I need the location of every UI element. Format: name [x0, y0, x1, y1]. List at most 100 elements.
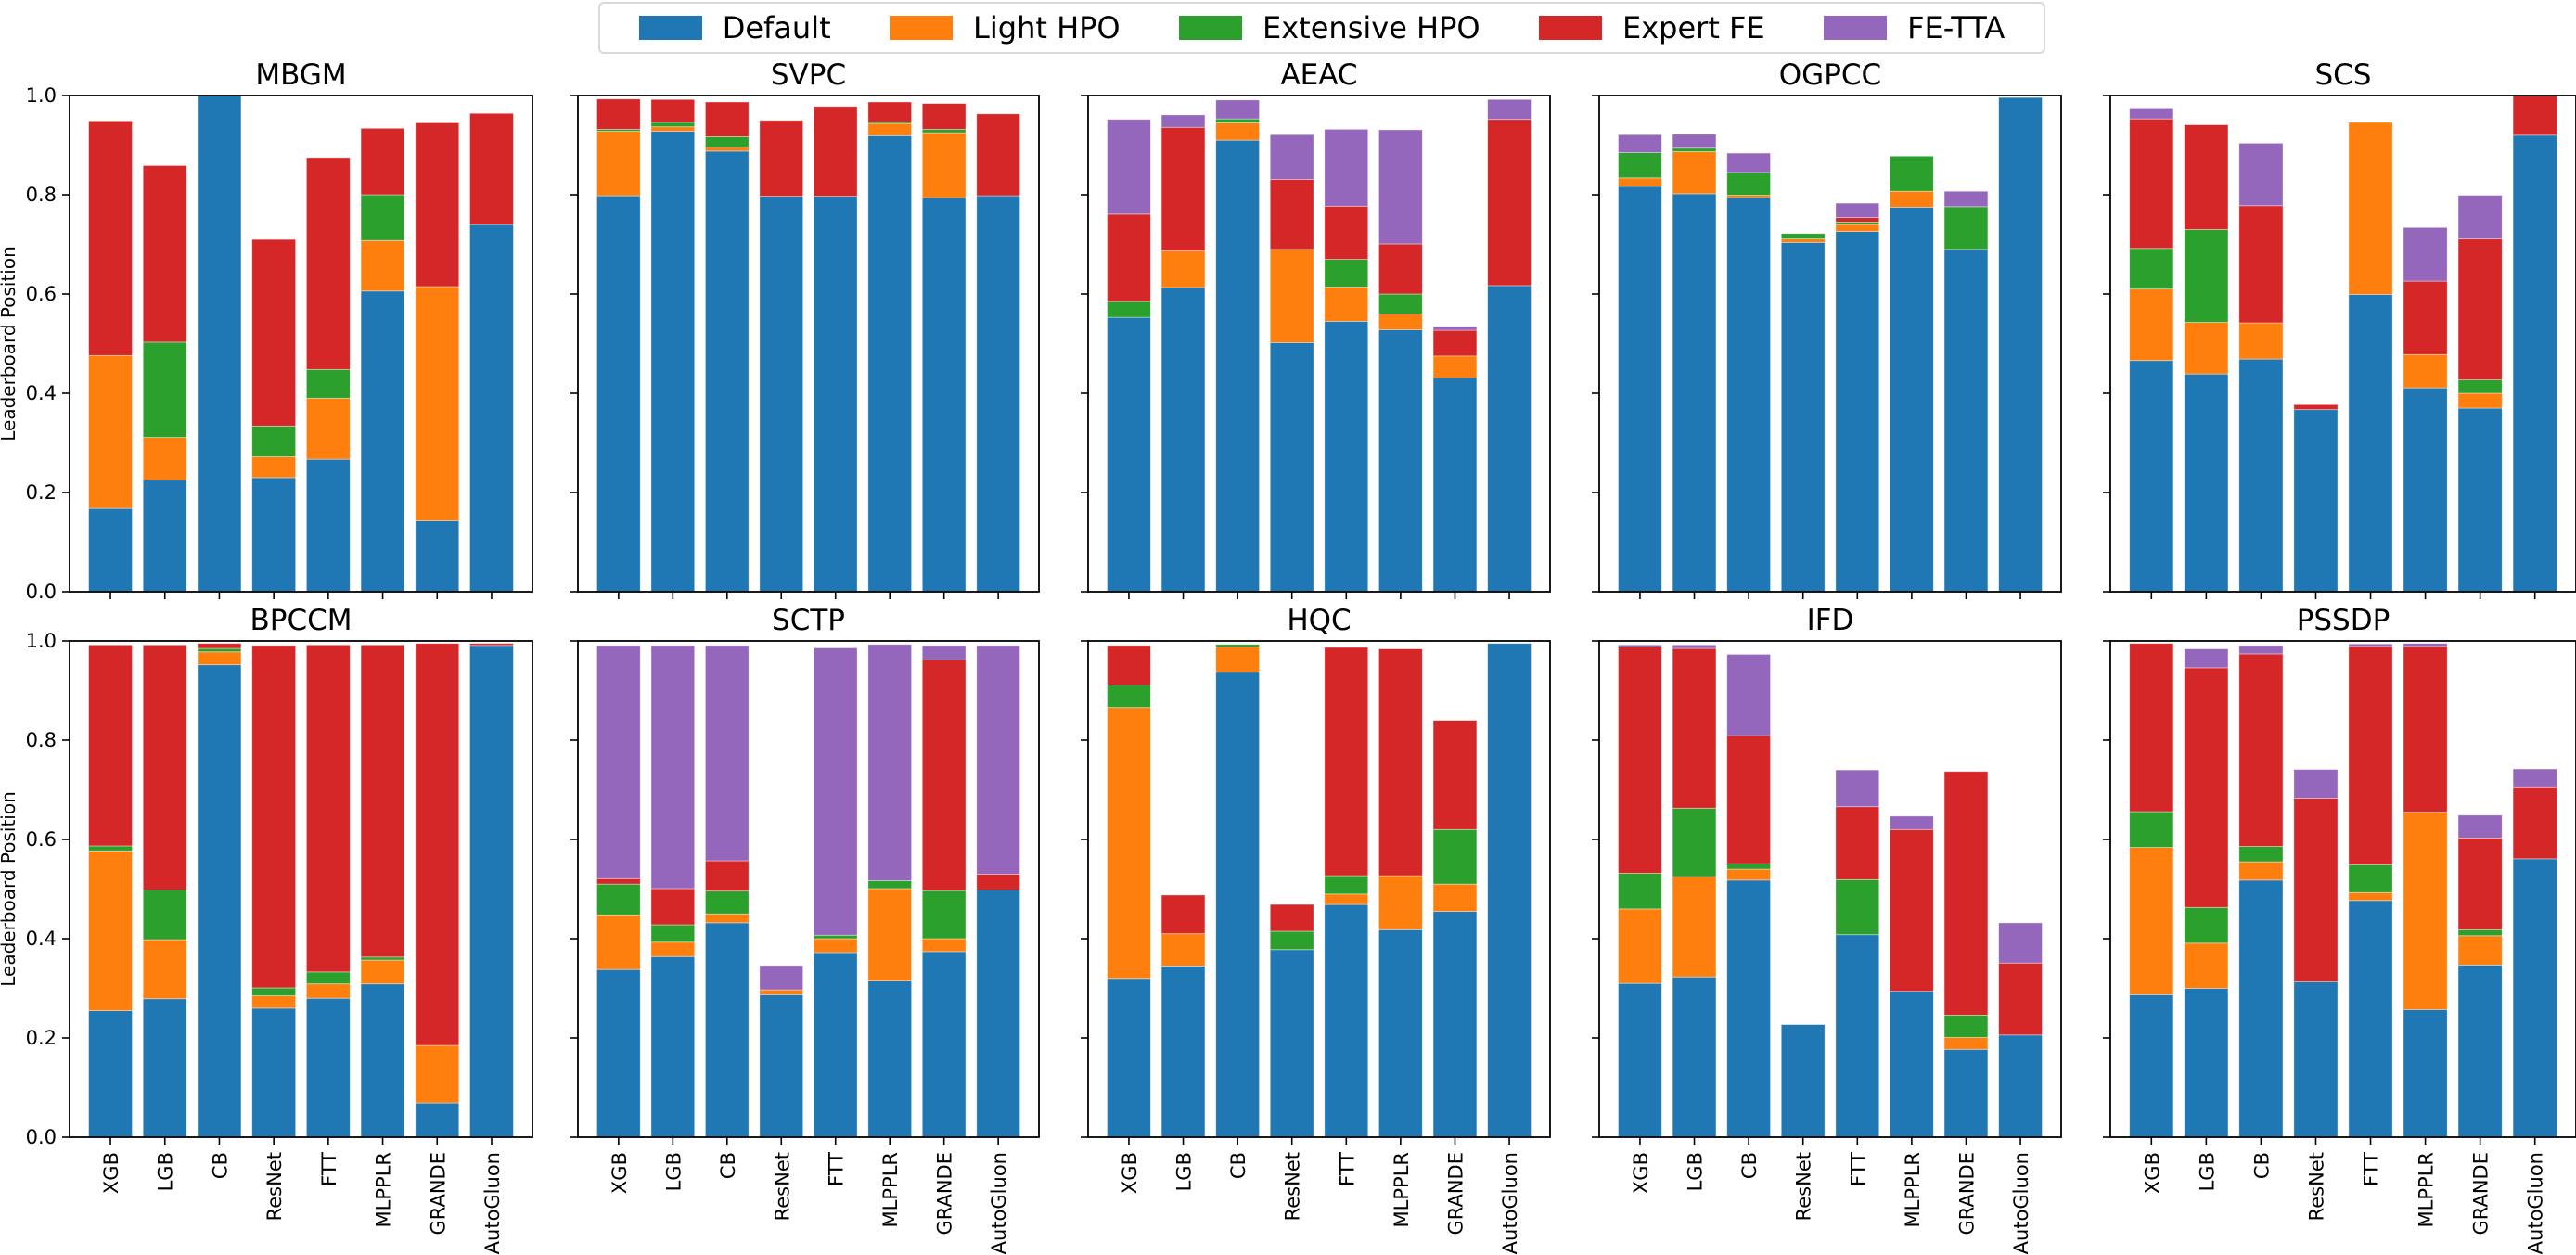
bar-segment-fe-tta-autogluon [976, 645, 1020, 875]
bar-segment-expert-fe-resnet [251, 238, 297, 427]
bar-segment-expert-fe-cb [1726, 735, 1771, 864]
bar-segment-light-hpo-lgb [650, 941, 696, 957]
bar-segment-default-xgb [1618, 982, 1662, 1138]
bar-segment-default-ftt [1835, 231, 1880, 593]
bar-segment-fe-tta-xgb [1618, 134, 1662, 153]
bar-segment-default-grande [1432, 378, 1478, 593]
panel-hqc: HQC XGB LGB CB ResNet FTT MLPPLR GRANDE AutoGluo… [1081, 604, 1551, 1254]
bar-segment-extensive-hpo-cb [1726, 863, 1771, 870]
y-tick-label: 0.2 [26, 1027, 57, 1049]
bar-segment-fe-tta-cb [1726, 654, 1771, 736]
legend-item-expert-fe: Expert FE [1539, 10, 1765, 45]
bar-segment-extensive-hpo-lgb [142, 890, 187, 941]
bar-segment-light-hpo-ftt [1835, 224, 1880, 232]
bar-segment-fe-tta-lgb [650, 645, 696, 890]
bar-segment-expert-fe-xgb [596, 877, 641, 885]
bar-segment-fe-tta-grande [921, 645, 967, 660]
bar-segment-expert-fe-grande [415, 643, 460, 1046]
legend-item-fe-tta: FE-TTA [1824, 10, 2005, 45]
bar-segment-light-hpo-lgb [1672, 151, 1717, 195]
bar-segment-default-resnet [1269, 949, 1314, 1138]
bar-segment-light-hpo-xgb [596, 914, 641, 970]
axes-frame [1087, 640, 1551, 1138]
bar-segment-default-resnet [1269, 342, 1314, 593]
bar-segment-fe-tta-xgb [596, 645, 641, 879]
bar-segment-fe-tta-lgb [1672, 134, 1717, 149]
bar-segment-light-hpo-ftt [305, 397, 351, 460]
x-tick-label-autogluon: AutoGluon [481, 1152, 504, 1254]
bar-segment-extensive-hpo-resnet [1269, 930, 1314, 951]
bar-segment-light-hpo-cb [705, 913, 750, 924]
bar-segment-light-hpo-ftt [1324, 893, 1369, 905]
bar-segment-expert-fe-lgb [650, 98, 696, 123]
x-tick-label-cb: CB [2250, 1152, 2273, 1179]
bar-segment-default-mlpplr [1378, 329, 1423, 593]
bar-segment-default-resnet [251, 477, 297, 593]
bar-segment-extensive-hpo-xgb [2129, 811, 2174, 848]
bar-segment-default-mlpplr [2403, 1009, 2448, 1138]
bar-segment-default-cb [1215, 672, 1260, 1138]
x-tick-label-grande: GRANDE [2470, 1152, 2493, 1236]
legend-label-expert-fe: Expert FE [1622, 10, 1765, 45]
bar-segment-extensive-hpo-cb [1726, 172, 1771, 196]
bar-segment-light-hpo-cb [197, 651, 242, 666]
legend-label-light-hpo: Light HPO [973, 10, 1121, 45]
bar-segment-expert-fe-cb [705, 860, 750, 892]
x-tick-label-grande: GRANDE [427, 1152, 449, 1236]
bar-segment-default-cb [705, 150, 750, 593]
bar-segment-light-hpo-cb [1215, 647, 1260, 673]
bar-segment-default-autogluon [1487, 643, 1532, 1138]
x-tick-label-lgb: LGB [1685, 1152, 1707, 1191]
y-tick-label: 0.0 [26, 581, 57, 603]
bar-segment-default-lgb [2184, 988, 2229, 1138]
bar-segment-extensive-hpo-xgb [1618, 152, 1662, 179]
bar-segment-extensive-hpo-xgb [2129, 248, 2174, 290]
bar-segment-expert-fe-lgb [142, 644, 187, 890]
bar-segment-fe-tta-mlpplr [867, 644, 912, 881]
bar-segment-light-hpo-ftt [2348, 891, 2393, 902]
x-tick-label-resnet: ResNet [1793, 1152, 1815, 1221]
bar-segment-default-grande [2457, 964, 2503, 1138]
bar-segment-expert-fe-cb [2238, 653, 2284, 847]
bar-segment-default-xgb [596, 195, 641, 593]
axes-frame [1598, 95, 2062, 593]
legend-swatch-fe-tta [1824, 16, 1888, 40]
y-tick-label: 1.0 [26, 84, 57, 107]
bar-segment-expert-fe-grande [921, 659, 967, 891]
bar-segment-fe-tta-resnet [1269, 134, 1314, 180]
bar-segment-default-lgb [650, 955, 696, 1138]
bar-segment-light-hpo-lgb [142, 939, 187, 1000]
bar-segment-light-hpo-ftt [813, 938, 858, 954]
bar-segment-default-lgb [142, 480, 187, 593]
x-tick-label-resnet: ResNet [771, 1152, 793, 1221]
bar-segment-fe-tta-cb [2238, 142, 2284, 207]
panel-mbgm: MBGM 0.0 0.2 0.4 0.6 0.8 1.0 Leaderboard Positi… [0, 58, 533, 603]
bar-segment-expert-fe-autogluon [469, 643, 514, 647]
y-tick-label: 1.0 [26, 630, 57, 652]
bar-segment-expert-fe-grande [2457, 837, 2503, 930]
y-tick-label: 0.8 [26, 184, 57, 206]
bar-segment-expert-fe-autogluon [2512, 786, 2557, 860]
bar-segment-extensive-hpo-lgb [2184, 906, 2229, 944]
bar-segment-expert-fe-cb [197, 643, 242, 649]
bar-segment-fe-tta-resnet [759, 965, 804, 991]
bar-segment-default-ftt [1324, 903, 1369, 1138]
bar-segment-default-cb [1726, 197, 1771, 593]
bar-segment-expert-fe-grande [415, 122, 460, 288]
bar-segment-extensive-hpo-lgb [1672, 807, 1717, 877]
bar-segment-extensive-hpo-xgb [1107, 301, 1151, 318]
y-axis-label: Leaderboard Position [0, 791, 19, 987]
bar-segment-light-hpo-resnet [1269, 249, 1314, 343]
bar-segment-expert-fe-ftt [305, 644, 351, 973]
bar-segment-default-ftt [2348, 294, 2393, 593]
bar-segment-light-hpo-mlpplr [1378, 313, 1423, 330]
bar-segment-extensive-hpo-lgb [650, 122, 696, 128]
bar-segment-extensive-hpo-ftt [305, 971, 351, 985]
bar-segment-fe-tta-ftt [1835, 769, 1880, 808]
bar-segment-default-autogluon [1998, 1034, 2043, 1138]
y-tick-label: 0.6 [26, 283, 57, 305]
bar-segment-light-hpo-mlpplr [360, 959, 405, 985]
bar-segment-fe-tta-mlpplr [2403, 643, 2448, 647]
bar-segment-light-hpo-lgb [142, 437, 187, 481]
bar-segment-expert-fe-cb [705, 101, 750, 137]
